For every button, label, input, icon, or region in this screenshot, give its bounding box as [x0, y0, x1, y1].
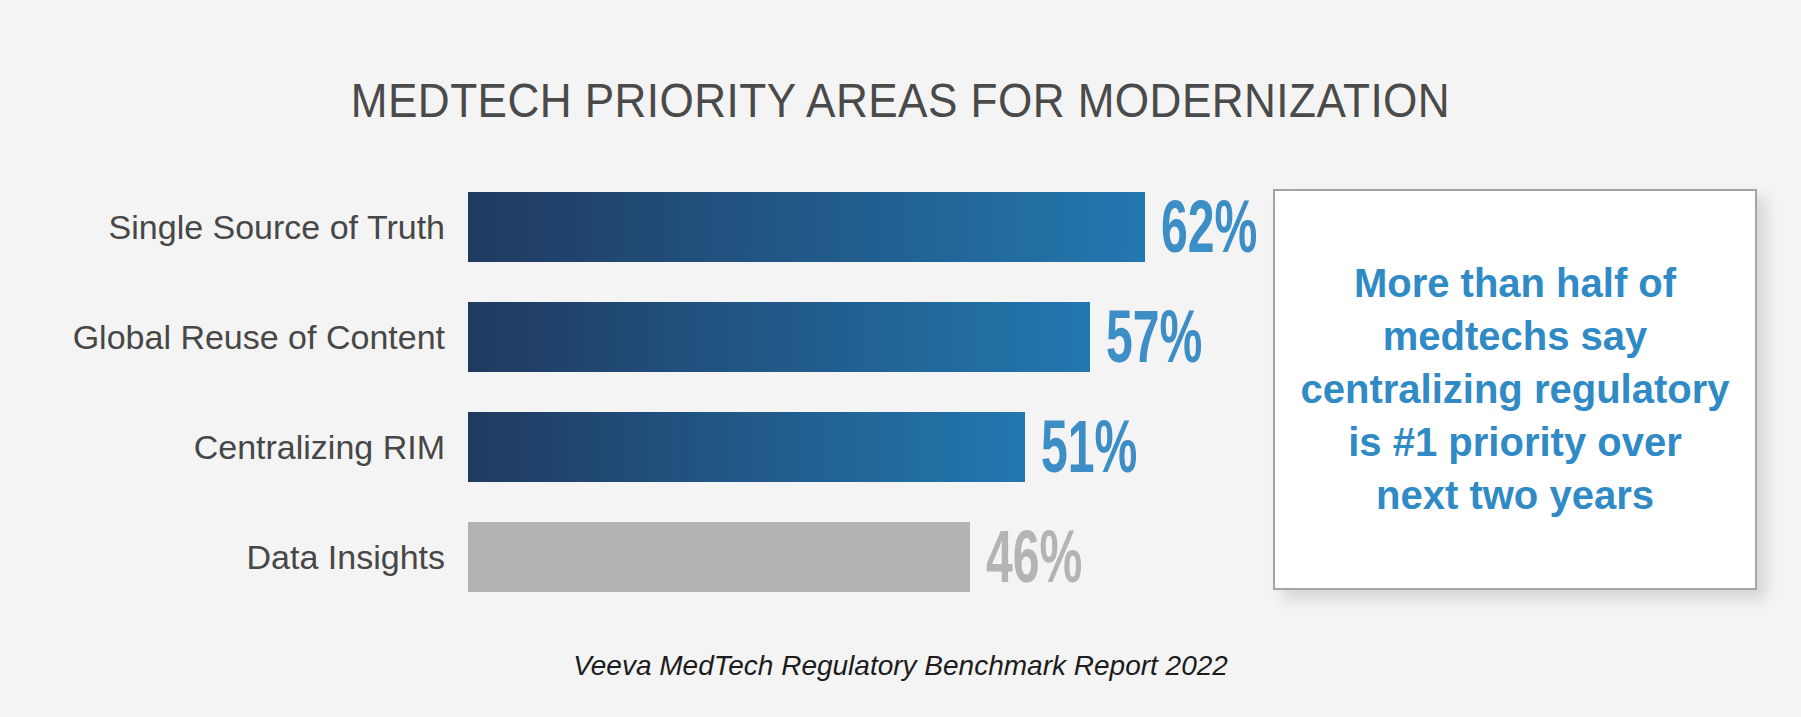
chart-row: Global Reuse of Content 57%	[0, 302, 1309, 372]
category-label: Single Source of Truth	[0, 208, 445, 247]
bar	[468, 302, 1090, 372]
chart-row: Data Insights 46%	[0, 522, 1309, 592]
value-label: 57%	[1106, 302, 1202, 372]
bar	[468, 192, 1145, 262]
source-citation: Veeva MedTech Regulatory Benchmark Repor…	[0, 650, 1801, 682]
category-label: Data Insights	[0, 538, 445, 577]
value-label: 51%	[1041, 412, 1137, 482]
chart-row: Single Source of Truth 62%	[0, 192, 1309, 262]
callout-text: More than half of medtechs say centraliz…	[1275, 257, 1755, 523]
bar	[468, 522, 970, 592]
category-label: Global Reuse of Content	[0, 318, 445, 357]
bar	[468, 412, 1025, 482]
callout-box: More than half of medtechs say centraliz…	[1273, 189, 1757, 590]
bar-chart: Single Source of Truth 62% Global Reuse of…	[0, 192, 1309, 632]
chart-title: MEDTECH PRIORITY AREAS FOR MODERNIZATION	[90, 72, 1711, 128]
chart-row: Centralizing RIM 51%	[0, 412, 1309, 482]
category-label: Centralizing RIM	[0, 428, 445, 467]
value-label: 62%	[1161, 192, 1257, 262]
value-label: 46%	[986, 522, 1082, 592]
